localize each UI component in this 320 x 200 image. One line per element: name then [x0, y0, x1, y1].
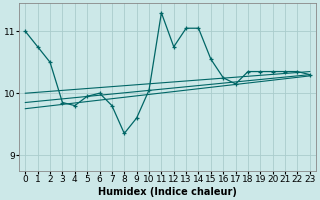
X-axis label: Humidex (Indice chaleur): Humidex (Indice chaleur)	[98, 187, 237, 197]
